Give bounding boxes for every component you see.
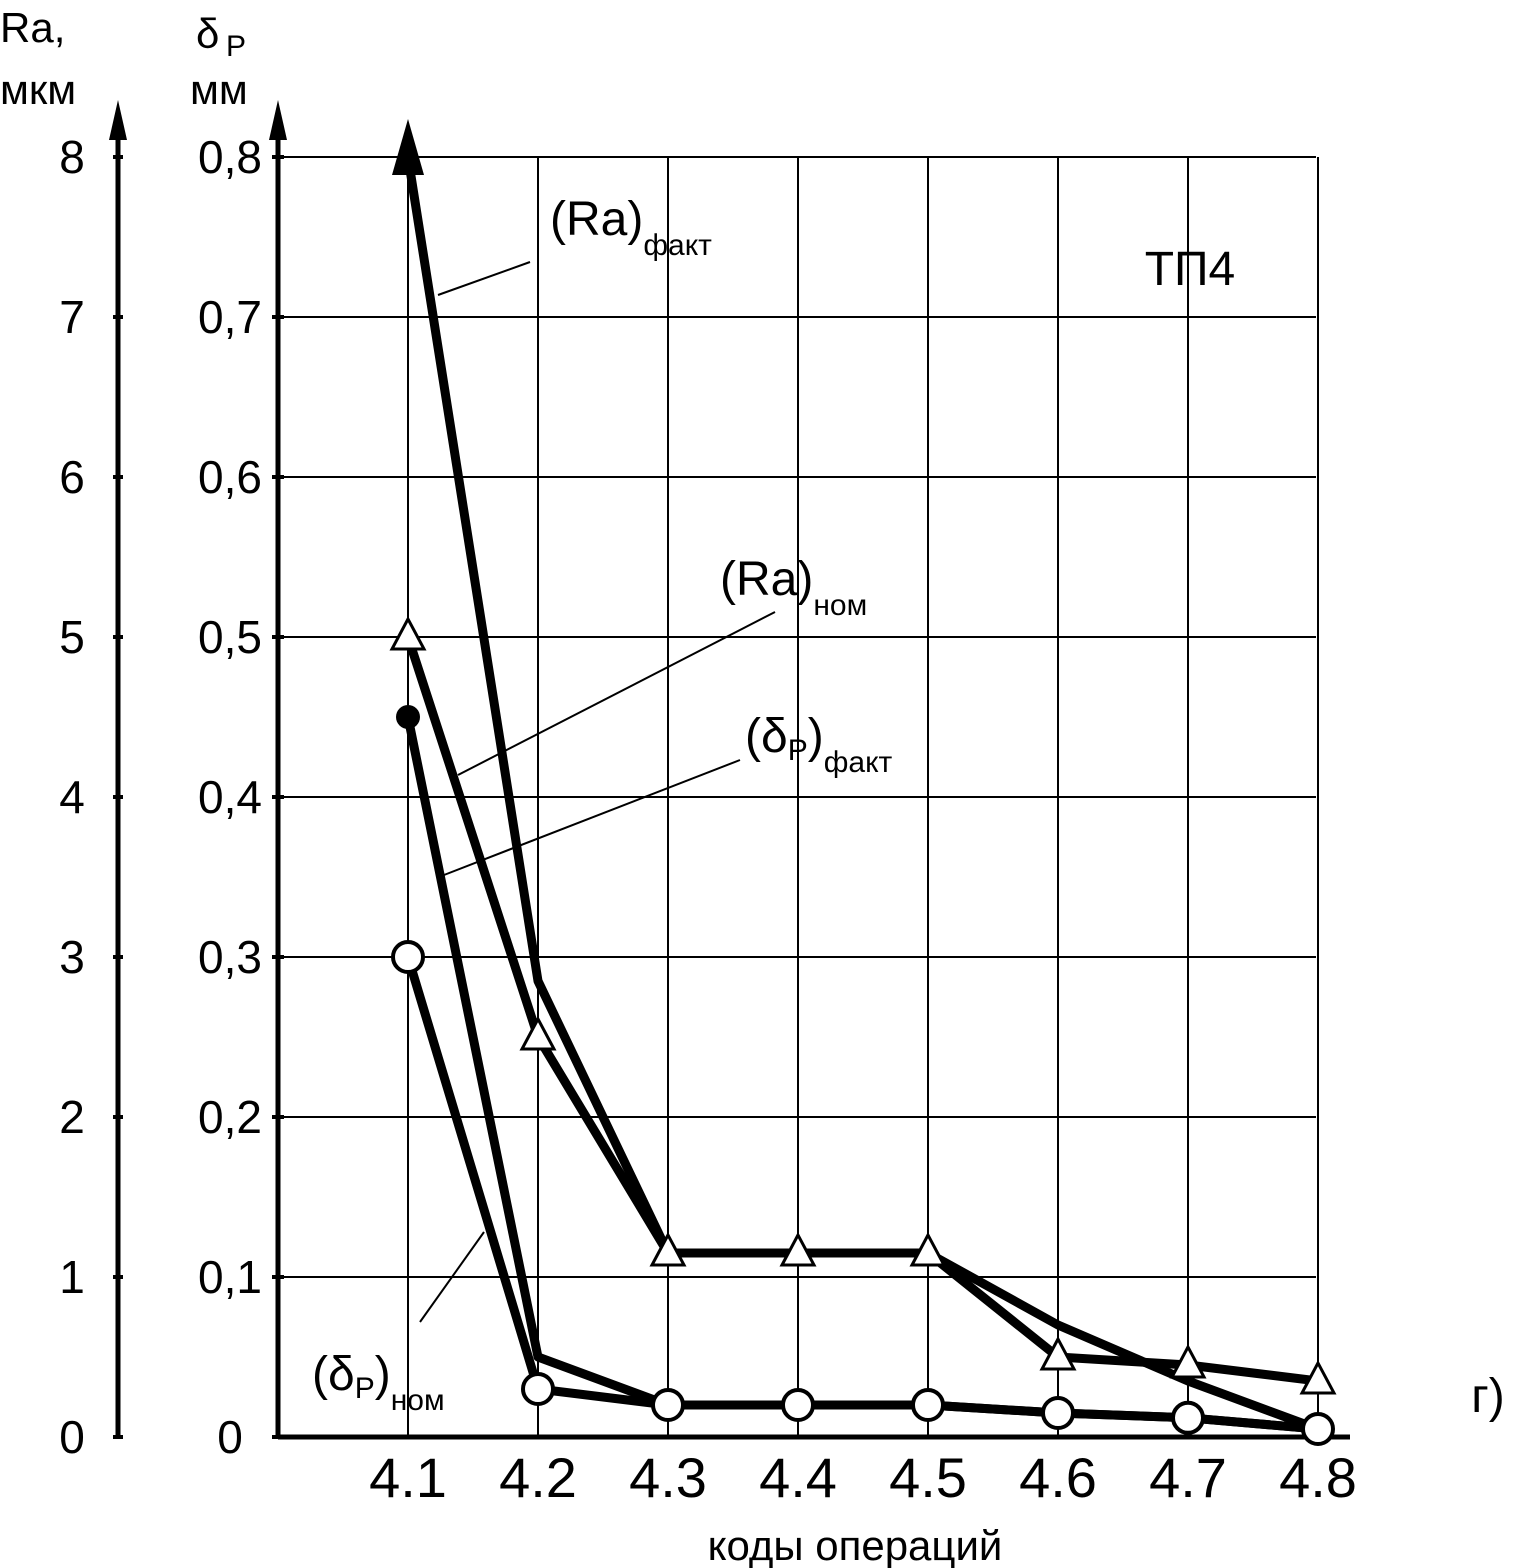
triangle-marker bbox=[519, 1015, 557, 1051]
filled-circle-marker bbox=[396, 705, 420, 729]
leader-lines bbox=[419, 261, 776, 1323]
series-line-filled-circle bbox=[403, 716, 1319, 1434]
open-circle-marker bbox=[911, 1388, 945, 1422]
leader-line bbox=[443, 759, 741, 876]
dp-tick-label: 0,3 bbox=[198, 931, 262, 983]
dp-tick-label: 0,8 bbox=[198, 131, 262, 183]
dp-axis-unit: мм bbox=[190, 66, 248, 113]
triangle-marker bbox=[649, 1231, 687, 1267]
series-label-text: (δP)факт bbox=[745, 710, 893, 779]
ra-axis-unit: мкм bbox=[0, 66, 76, 113]
triangle-marker bbox=[779, 1231, 817, 1267]
open-circle-marker bbox=[1301, 1412, 1335, 1446]
ra-tick-label: 5 bbox=[59, 611, 85, 663]
badge-label: ТП4 bbox=[1145, 243, 1236, 296]
series-line-arrow bbox=[403, 156, 1320, 1434]
ra-tick-label: 3 bbox=[59, 931, 85, 983]
ra-tick-label: 2 bbox=[59, 1091, 85, 1143]
dp-tick-label: 0,1 bbox=[198, 1251, 262, 1303]
series-label-dp-nom: (δP)ном bbox=[312, 1348, 445, 1417]
ra-axis-title: Ra, bbox=[0, 4, 65, 51]
series-label-ra-nom: (Ra)ном bbox=[720, 553, 867, 622]
open-circle-marker bbox=[781, 1388, 815, 1422]
ra-tick-label: 1 bbox=[59, 1251, 85, 1303]
leader-line bbox=[419, 1231, 485, 1323]
ra-tick-label: 8 bbox=[59, 131, 85, 183]
x-tick-label: 4.1 bbox=[369, 1446, 447, 1509]
dp-axis-title-subscript: P bbox=[226, 30, 246, 63]
series-label-dp-fact: (δP)факт bbox=[745, 710, 893, 779]
triangle-marker bbox=[1299, 1359, 1337, 1395]
ra-tick-label: 4 bbox=[59, 771, 85, 823]
x-tick-label: 4.3 bbox=[629, 1446, 707, 1509]
chart-grid bbox=[278, 156, 1319, 1437]
dp-tick-label: 0 bbox=[217, 1411, 243, 1463]
x-tick-label: 4.8 bbox=[1279, 1446, 1357, 1509]
ra-tick-label: 0 bbox=[59, 1411, 85, 1463]
leader-line bbox=[457, 611, 776, 776]
triangle-marker bbox=[1169, 1343, 1207, 1379]
triangle-marker bbox=[389, 615, 427, 651]
series-label-text: (Ra)факт bbox=[550, 193, 712, 262]
ra-tick-label: 6 bbox=[59, 451, 85, 503]
open-circle-marker bbox=[1041, 1396, 1075, 1430]
series-label-ra-fact: (Ra)факт bbox=[550, 193, 712, 262]
x-tick-label: 4.6 bbox=[1019, 1446, 1097, 1509]
x-tick-label: 4.4 bbox=[759, 1446, 837, 1509]
open-circle-marker bbox=[651, 1388, 685, 1422]
ra-tick-label: 7 bbox=[59, 291, 85, 343]
dp-tick-label: 0,5 bbox=[198, 611, 262, 663]
y-axis-dp-arrowhead bbox=[269, 100, 287, 140]
triangle-marker bbox=[1039, 1335, 1077, 1371]
dp-tick-label: 0,6 bbox=[198, 451, 262, 503]
x-tick-label: 4.2 bbox=[499, 1446, 577, 1509]
series-layer bbox=[389, 119, 1337, 1446]
y-axis-ra-arrowhead bbox=[109, 100, 127, 140]
x-axis-title: коды операций bbox=[708, 1522, 1003, 1568]
x-tick-label: 4.5 bbox=[889, 1446, 967, 1509]
dp-tick-label: 0,2 bbox=[198, 1091, 262, 1143]
series-label-text: (δP)ном bbox=[312, 1348, 445, 1417]
x-tick-label: 4.7 bbox=[1149, 1446, 1227, 1509]
open-circle-marker bbox=[521, 1372, 555, 1406]
chart-axes: 0 0 1 0,1 2 0,2 3 0,3 4 0,4 5 0,5 6 0,6 7 0,7 8 0,8 4.1 4.2… bbox=[0, 4, 1357, 1568]
label-layer: ТП4 г) (Ra)факт (Ra)ном (δP)факт (δP)ном bbox=[312, 193, 1505, 1423]
triangle-marker bbox=[909, 1231, 947, 1267]
series-label-text: (Ra)ном bbox=[720, 553, 867, 622]
open-circle-marker bbox=[391, 940, 425, 974]
leader-line bbox=[437, 261, 531, 296]
dp-tick-label: 0,7 bbox=[198, 291, 262, 343]
dp-tick-label: 0,4 bbox=[198, 771, 262, 823]
dp-axis-title: δ bbox=[196, 10, 219, 57]
arrow-marker bbox=[392, 119, 424, 175]
open-circle-marker bbox=[1171, 1400, 1205, 1435]
panel-letter: г) bbox=[1471, 1370, 1505, 1423]
